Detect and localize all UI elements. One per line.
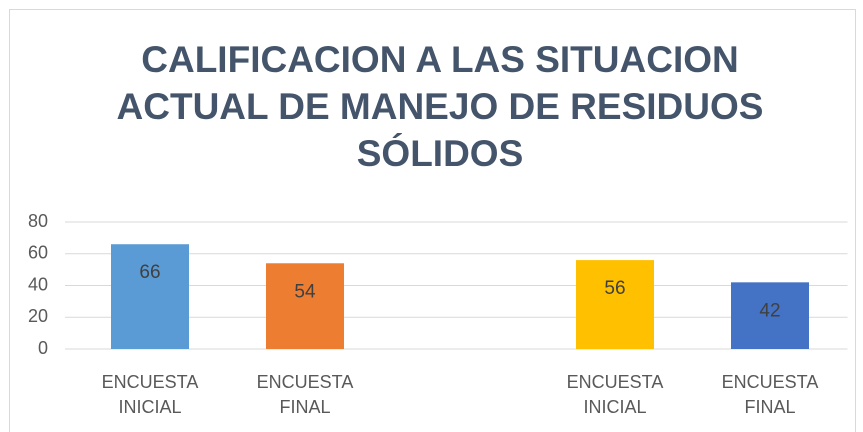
chart-title: CALIFICACION A LAS SITUACION ACTUAL DE M…: [116, 39, 764, 174]
value-label: 42: [759, 300, 780, 321]
chart-border: [9, 9, 856, 432]
x-tick-label: ENCUESTA INICIAL: [102, 372, 199, 417]
value-label: 66: [139, 262, 160, 283]
bar: [111, 244, 189, 349]
x-tick-label: ENCUESTA INICIAL: [567, 372, 664, 417]
bar: [266, 263, 344, 349]
y-tick-label: 20: [28, 306, 48, 326]
y-tick-label: 80: [28, 211, 48, 231]
y-tick-label: 60: [28, 243, 48, 263]
bar: [576, 260, 654, 349]
x-tick-label: ENCUESTA FINAL: [257, 372, 354, 417]
x-tick-label: ENCUESTA FINAL: [722, 372, 819, 417]
value-label: 54: [294, 281, 316, 302]
y-tick-label: 0: [38, 338, 48, 358]
bar: [731, 282, 809, 349]
value-label: 56: [604, 278, 625, 299]
y-tick-label: 40: [28, 274, 48, 294]
